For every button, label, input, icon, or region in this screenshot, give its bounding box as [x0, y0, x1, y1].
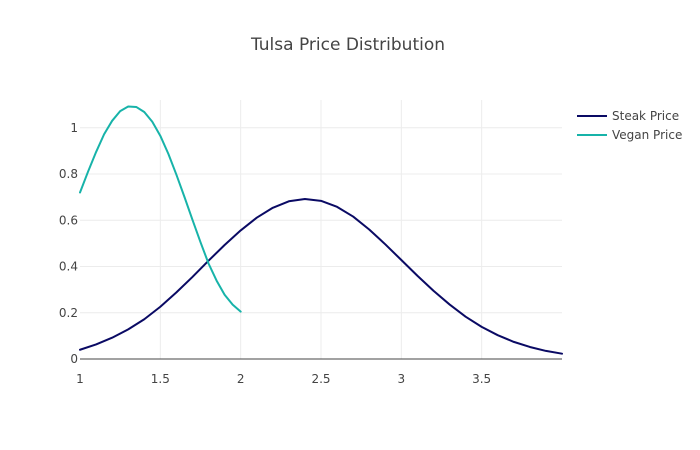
- x-tick-label: 3: [398, 372, 406, 386]
- y-tick-label: 1: [70, 121, 78, 135]
- series-layer: [79, 105, 563, 355]
- y-tick-label: 0.2: [59, 306, 78, 320]
- y-tick-label: 0.8: [59, 167, 78, 181]
- grid-layer: [80, 100, 562, 359]
- y-tick-label: 0.4: [59, 260, 78, 274]
- axis-layer: 1 1.5 2 2.5 3 3.5 0 0.2 0.4 0.6 0.8 1: [59, 121, 562, 386]
- y-tick-label: 0: [70, 352, 78, 366]
- x-tick-label: 3.5: [472, 372, 491, 386]
- series-line-steak-price: [79, 197, 563, 355]
- x-tick-label: 1: [76, 372, 84, 386]
- y-tick-label: 0.6: [59, 213, 78, 227]
- x-tick-label: 2.5: [311, 372, 330, 386]
- chart-title: Tulsa Price Distribution: [250, 35, 445, 55]
- legend-item-steak-price[interactable]: Steak Price: [577, 109, 679, 123]
- x-tick-label: 2: [237, 372, 245, 386]
- series-line-vegan-price: [79, 105, 242, 313]
- legend-item-vegan-price[interactable]: Vegan Price: [577, 128, 682, 142]
- legend-label: Vegan Price: [612, 128, 682, 142]
- legend[interactable]: Steak Price Vegan Price: [577, 109, 682, 142]
- x-tick-label: 1.5: [151, 372, 170, 386]
- legend-label: Steak Price: [612, 109, 679, 123]
